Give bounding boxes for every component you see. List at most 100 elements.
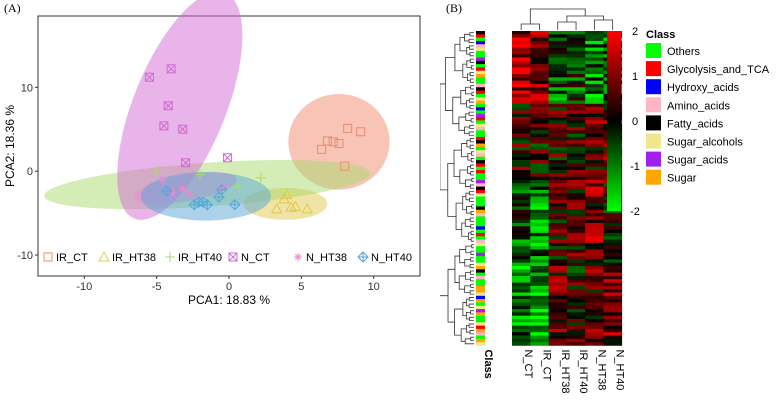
- heatmap-cell: [512, 54, 531, 58]
- class-cell: [476, 249, 485, 254]
- heatmap-cell: [548, 54, 568, 58]
- row-dendro-branch: [470, 250, 474, 255]
- heatmap-cell: [585, 189, 604, 194]
- heatmap-cell: [585, 170, 604, 174]
- heatmap-cell: [585, 266, 604, 270]
- heatmap-cell: [512, 60, 531, 65]
- row-dendro-branch: [468, 297, 474, 302]
- heatmap-cell: [548, 206, 568, 211]
- heatmap-cell: [530, 57, 549, 62]
- column-label-ir-ct: IR_CT: [540, 349, 552, 381]
- class-legend: Class Others Glycolysis_and_TCA Hydroxy_aci…: [646, 29, 770, 185]
- row-dendro-branch: [469, 217, 474, 222]
- heatmap-cell: [512, 335, 531, 340]
- heatmap-cell: [585, 318, 604, 323]
- heatmap-cell: [566, 166, 586, 171]
- heatmap-cell: [603, 256, 623, 260]
- heatmap-cell: [585, 299, 604, 303]
- class-legend-label: Sugar_acids: [667, 155, 729, 167]
- heatmap-cell: [512, 37, 531, 42]
- heatmap-cell: [530, 232, 549, 237]
- point-ir-ht40: [255, 172, 266, 183]
- class-cell: [476, 123, 485, 128]
- class-cell: [476, 203, 485, 207]
- heatmap-cell: [548, 87, 568, 91]
- heatmap-cell: [530, 146, 549, 151]
- heatmap-cell: [530, 322, 549, 326]
- heatmap-cell: [548, 150, 568, 154]
- row-dendro-branch: [466, 206, 472, 214]
- heatmap-cell: [566, 179, 586, 184]
- class-cell: [476, 256, 485, 260]
- row-dendro-branch: [469, 316, 474, 322]
- heatmap-cell: [585, 239, 604, 244]
- class-cell: [476, 176, 485, 181]
- x-tick-label: 5: [298, 281, 304, 293]
- class-cell: [476, 299, 485, 303]
- heatmap-cell: [585, 275, 604, 280]
- row-dendro-branch: [440, 295, 449, 297]
- heatmap-cell: [585, 103, 604, 108]
- heatmap-cell: [566, 189, 586, 194]
- heatmap-cell: [530, 97, 549, 101]
- point-n-ct: [178, 124, 188, 134]
- heatmap-cell: [548, 123, 568, 128]
- class-legend-swatch: [646, 79, 661, 95]
- legend-marker-ir-ht40: [165, 252, 175, 262]
- heatmap-cell: [530, 325, 549, 330]
- row-dendro-branch: [440, 83, 448, 191]
- heatmap-cell: [585, 222, 604, 227]
- heatmap-cell: [512, 266, 531, 270]
- heatmap-cell: [530, 292, 549, 297]
- heatmap-cell: [603, 269, 623, 273]
- class-cell: [476, 199, 485, 204]
- heatmap-cell: [585, 213, 604, 217]
- heatmap-cell: [566, 322, 586, 326]
- heatmap-cell: [548, 312, 568, 316]
- legend-label: IR_HT40: [178, 252, 222, 264]
- class-cell: [476, 232, 485, 237]
- class-cell: [476, 117, 485, 121]
- class-cell: [476, 193, 485, 197]
- heatmap-cell: [530, 222, 549, 227]
- heatmap-cell: [566, 236, 586, 240]
- heatmap-cell: [548, 232, 568, 237]
- heatmap-cell: [566, 97, 586, 101]
- heatmap-cell: [512, 328, 531, 333]
- heatmap-cell: [512, 305, 531, 310]
- heatmap-cell: [530, 216, 549, 220]
- heatmap-cell: [512, 186, 531, 191]
- heatmap-cell: [603, 285, 623, 290]
- heatmap-cell: [530, 64, 549, 68]
- heatmap-cell: [530, 309, 549, 313]
- heatmap-cell: [530, 246, 549, 250]
- heatmap-cell: [566, 295, 586, 300]
- row-dendro-branch: [469, 290, 474, 295]
- heatmap-cell: [512, 325, 531, 330]
- heatmap-cell: [603, 252, 623, 257]
- class-cell: [476, 335, 485, 340]
- heatmap-cell: [566, 60, 586, 65]
- heatmap-cell: [548, 322, 568, 326]
- heatmap-cell: [585, 179, 604, 184]
- col-dendro-branch: [520, 23, 540, 30]
- heatmap-cell: [548, 160, 568, 164]
- heatmap-cell: [566, 272, 586, 277]
- column-label-n-ht40: N_HT40: [614, 349, 626, 390]
- heatmap-cell: [512, 126, 531, 131]
- heatmap-cell: [585, 166, 604, 171]
- pca-x-axis-title: PCA1: 18.83 %: [188, 293, 270, 307]
- col-dendro-branch: [529, 8, 586, 24]
- heatmap-cell: [530, 213, 549, 217]
- heatmap-cell: [512, 216, 531, 220]
- heatmap-cell: [512, 189, 531, 194]
- panel-label-b: (B): [446, 1, 462, 15]
- pca-legend: IR_CT IR_HT38 IR_HT40 N_CT N_HT38 N_HT40: [43, 250, 412, 264]
- heatmap-cell: [566, 196, 586, 201]
- heatmap-cell: [512, 160, 531, 164]
- heatmap-cell: [548, 67, 568, 72]
- heatmap-cell: [566, 259, 586, 263]
- heatmap-cell: [566, 47, 586, 52]
- heatmap-cell: [530, 136, 549, 141]
- heatmap-cell: [512, 209, 531, 214]
